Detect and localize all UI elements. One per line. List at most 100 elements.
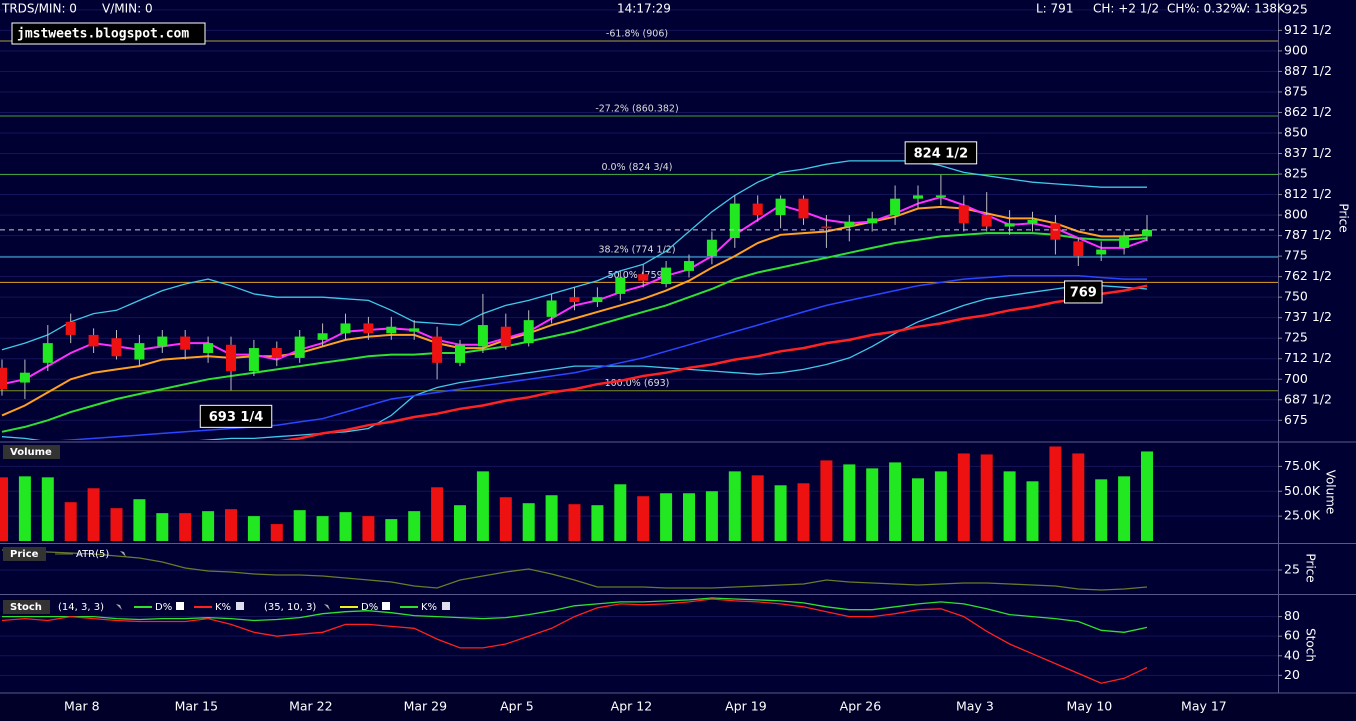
volume-bar — [934, 471, 947, 541]
legend-checkbox[interactable] — [236, 602, 244, 610]
x-tick-label: Apr 12 — [611, 699, 653, 714]
volume-bar — [156, 513, 169, 541]
y-tick-label: 25 — [1284, 562, 1300, 577]
candle-body — [42, 343, 53, 363]
fib-label: 38.2% (774 1/2) — [598, 244, 675, 255]
annotation-box — [199, 404, 273, 428]
volume-bar — [87, 488, 100, 541]
candle-body — [294, 336, 305, 358]
candle-body — [271, 348, 282, 358]
y-tick-label: 725 — [1284, 330, 1308, 345]
volume-bar — [751, 475, 764, 541]
indicator-line — [1, 160, 1147, 351]
volume-bar — [270, 524, 283, 541]
y-tick-label: 700 — [1284, 371, 1308, 386]
candle-body — [134, 343, 145, 360]
legend-icon[interactable] — [116, 604, 122, 610]
candle-body — [111, 338, 122, 357]
y-tick-label: 775 — [1284, 248, 1308, 263]
legend-checkbox[interactable] — [442, 602, 450, 610]
volume-bar — [431, 487, 444, 541]
candle-body — [958, 205, 969, 224]
stoch-panel — [0, 597, 1278, 684]
indicator-line — [1, 232, 1148, 433]
volume-bar — [728, 471, 741, 541]
panel-tab — [3, 600, 50, 614]
candle-body — [19, 372, 30, 383]
volume-bar — [568, 504, 581, 541]
legend-square[interactable] — [382, 602, 390, 610]
y-tick-label: 912 1/2 — [1284, 22, 1332, 37]
candle-body — [821, 226, 832, 229]
header-trds: TRDS/MIN: 0 — [1, 2, 77, 16]
volume-bar — [889, 462, 902, 541]
volume-panel — [0, 446, 1278, 541]
volume-bar — [820, 460, 833, 541]
volume-bar — [64, 502, 77, 541]
volume-bar — [499, 497, 512, 541]
volume-bar — [683, 493, 695, 541]
volume-bar — [339, 512, 352, 541]
legend-params: (35, 10, 3) — [264, 602, 316, 613]
candle-body — [386, 326, 397, 334]
candle-body — [775, 198, 786, 216]
candle-body — [1096, 249, 1107, 255]
candle-body — [684, 261, 694, 271]
candle-body — [1027, 220, 1038, 224]
y-axis-title: Price — [1304, 553, 1318, 582]
fib-label: -61.8% (906) — [606, 29, 668, 40]
volume-bar — [705, 491, 718, 541]
candle-body — [523, 320, 534, 344]
candle-body — [615, 277, 626, 294]
volume-bar — [660, 493, 673, 541]
candle-body — [729, 203, 740, 239]
candle-body — [1073, 241, 1084, 257]
atr-panel — [0, 549, 1278, 591]
header-last: L: 791 — [1036, 2, 1073, 16]
indicator-line — [1, 285, 1148, 440]
y-tick-label: 800 — [1284, 207, 1308, 222]
legend-label: D% — [155, 602, 172, 613]
candle-body — [546, 300, 557, 317]
volume-bar — [41, 477, 54, 541]
y-tick-label: 875 — [1284, 83, 1308, 98]
legend-icon[interactable] — [120, 551, 126, 557]
x-tick-label: Apr 5 — [500, 699, 534, 714]
candle-body — [890, 198, 901, 216]
volume-bar — [1049, 446, 1062, 541]
y-tick-label: 80 — [1284, 608, 1300, 623]
y-axis-title: Volume — [1324, 470, 1338, 515]
candle-body — [706, 239, 717, 257]
candle-body — [180, 336, 191, 350]
indicator-line — [1, 598, 1148, 684]
x-axis-strip — [0, 693, 1356, 721]
indicator-line — [59, 275, 1147, 440]
legend-square[interactable] — [176, 602, 184, 610]
indicator-line — [2, 597, 1148, 633]
candle-body — [0, 367, 7, 390]
candle-body — [317, 333, 328, 340]
candle-body — [1004, 223, 1015, 227]
y-tick-label: 750 — [1284, 289, 1308, 304]
panel-tab — [3, 445, 60, 459]
x-tick-label: Mar 8 — [64, 699, 100, 714]
volume-bar — [202, 511, 215, 541]
volume-bar — [225, 509, 237, 541]
fib-label: 100.0% (693) — [605, 378, 670, 389]
y-tick-label: 737 1/2 — [1284, 309, 1332, 324]
panel-tab — [3, 547, 46, 561]
legend-icon[interactable] — [324, 604, 330, 610]
volume-bar — [614, 484, 627, 541]
annotation-label: 693 1/4 — [209, 410, 264, 425]
indicator-line — [1, 205, 1148, 417]
y-tick-label: 50.0K — [1284, 483, 1321, 498]
volume-bar — [591, 505, 604, 541]
y-tick-label: 787 1/2 — [1284, 227, 1332, 242]
watermark-box — [11, 22, 206, 45]
volume-bar — [133, 499, 146, 541]
fib-label: 0.0% (824 3/4) — [601, 162, 672, 173]
volume-bar — [980, 454, 993, 541]
x-tick-label: Mar 15 — [175, 699, 218, 714]
y-tick-label: 20 — [1284, 667, 1300, 682]
volume-bar — [957, 453, 970, 541]
